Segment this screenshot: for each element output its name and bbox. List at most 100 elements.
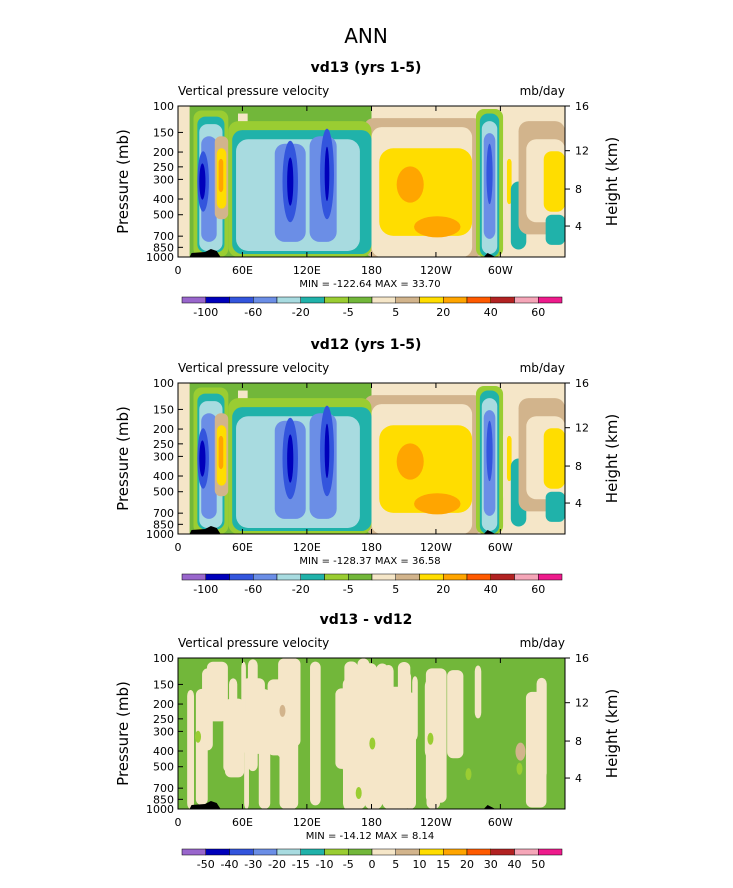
topography-andes bbox=[483, 805, 496, 809]
colorbar-swatch bbox=[419, 573, 444, 581]
colorbar-swatch bbox=[276, 573, 301, 581]
y-tick-label: 200 bbox=[153, 146, 174, 159]
contour-region bbox=[426, 699, 441, 809]
x-tick-label: 0 bbox=[175, 264, 182, 277]
contour-region bbox=[369, 737, 376, 750]
y-tick-label: 400 bbox=[153, 745, 174, 758]
panel-units: mb/day bbox=[520, 636, 565, 650]
colorbar-swatch bbox=[253, 296, 278, 304]
y-tick-label: 850 bbox=[153, 518, 174, 531]
colorbar-label: -60 bbox=[244, 583, 262, 596]
colorbar-label: -20 bbox=[292, 306, 310, 319]
x-tick-label: 0 bbox=[175, 541, 182, 554]
contour-region bbox=[396, 443, 424, 480]
colorbar-label: -40 bbox=[221, 858, 239, 871]
contour-region bbox=[199, 163, 206, 200]
contour-region bbox=[218, 435, 224, 470]
colorbar-label: 15 bbox=[436, 858, 450, 871]
contour-region bbox=[447, 670, 464, 759]
y-tick-label: 500 bbox=[153, 486, 174, 499]
panel-3: vd13 - vd12 Vertical pressure velocity mb/… bbox=[114, 612, 621, 871]
contour-region bbox=[178, 106, 190, 257]
contour-region bbox=[278, 658, 301, 747]
colorbar-label: 60 bbox=[531, 306, 545, 319]
y-tick-label: 150 bbox=[153, 403, 174, 416]
colorbar-swatch bbox=[419, 296, 444, 304]
x-tick-label: 120W bbox=[420, 541, 452, 554]
panel-title: vd12 (yrs 1-5) bbox=[311, 337, 422, 353]
x-tick-label: 60W bbox=[488, 264, 513, 277]
contour-region bbox=[525, 691, 547, 808]
colorbar-label: 40 bbox=[508, 858, 522, 871]
y-tick-label: 200 bbox=[153, 698, 174, 711]
colorbar-swatch bbox=[371, 848, 396, 856]
contour-region bbox=[515, 742, 526, 761]
contour-region bbox=[218, 158, 224, 193]
y-tick-label: 200 bbox=[153, 423, 174, 436]
x-tick-label: 120E bbox=[293, 264, 321, 277]
colorbar-swatch bbox=[205, 848, 230, 856]
y-tick-label: 150 bbox=[153, 678, 174, 691]
contour-region bbox=[324, 146, 330, 202]
colorbar-label: -20 bbox=[292, 583, 310, 596]
min-max-stats: MIN = -122.64 MAX = 33.70 bbox=[299, 279, 440, 290]
contour-region bbox=[343, 702, 349, 809]
y-right-tick-label: 8 bbox=[575, 735, 582, 748]
contour-region bbox=[545, 491, 565, 522]
colorbar-swatch bbox=[205, 296, 230, 304]
y-right-tick-label: 12 bbox=[575, 697, 589, 710]
contour-region bbox=[545, 214, 565, 245]
colorbar-swatch bbox=[300, 573, 325, 581]
colorbar-swatch bbox=[490, 848, 515, 856]
field-contours bbox=[178, 106, 565, 257]
x-tick-label: 180 bbox=[361, 264, 382, 277]
panel-subtitle: Vertical pressure velocity bbox=[178, 361, 329, 375]
y-axis-label: Pressure (mb) bbox=[114, 129, 132, 234]
colorbar-label: -5 bbox=[343, 306, 354, 319]
y-right-tick-label: 12 bbox=[575, 145, 589, 158]
contour-region bbox=[279, 704, 286, 717]
y-tick-label: 300 bbox=[153, 450, 174, 463]
contour-region bbox=[199, 440, 206, 477]
y-right-axis-label: Height (km) bbox=[603, 414, 621, 503]
colorbar-swatch bbox=[514, 848, 539, 856]
contour-region bbox=[412, 676, 418, 740]
y-tick-label: 250 bbox=[153, 713, 174, 726]
colorbar-label: -20 bbox=[268, 858, 286, 871]
y-tick-label: 150 bbox=[153, 126, 174, 139]
y-right-axis-label: Height (km) bbox=[603, 137, 621, 226]
contour-region bbox=[382, 686, 406, 809]
colorbar-swatch bbox=[490, 296, 515, 304]
topography-andes bbox=[483, 253, 496, 257]
contour-region bbox=[241, 661, 246, 717]
y-right-tick-label: 16 bbox=[575, 377, 589, 390]
colorbar-label: -50 bbox=[197, 858, 215, 871]
topography bbox=[189, 801, 496, 809]
contour-region bbox=[178, 383, 190, 534]
y-tick-label: 100 bbox=[153, 100, 174, 113]
y-axis-label: Pressure (mb) bbox=[114, 681, 132, 786]
y-right-tick-label: 16 bbox=[575, 100, 589, 113]
panel-subtitle: Vertical pressure velocity bbox=[178, 84, 329, 98]
y-right-axis-label: Height (km) bbox=[603, 689, 621, 778]
colorbar-label: -100 bbox=[193, 583, 218, 596]
x-tick-label: 120W bbox=[420, 264, 452, 277]
contour-region bbox=[427, 732, 434, 745]
contour-region bbox=[414, 216, 461, 238]
y-tick-label: 100 bbox=[153, 377, 174, 390]
colorbar-swatch bbox=[229, 848, 254, 856]
contour-region bbox=[474, 665, 482, 719]
colorbar-label: 20 bbox=[436, 583, 450, 596]
colorbar-label: -5 bbox=[343, 583, 354, 596]
colorbar-label: 30 bbox=[484, 858, 498, 871]
y-tick-label: 300 bbox=[153, 725, 174, 738]
colorbar-swatch bbox=[466, 573, 491, 581]
colorbar-swatch bbox=[443, 296, 468, 304]
contour-region bbox=[414, 493, 461, 515]
colorbar-label: 10 bbox=[413, 858, 427, 871]
x-tick-label: 60E bbox=[232, 541, 253, 554]
x-tick-label: 60W bbox=[488, 816, 513, 829]
topography-asia bbox=[189, 526, 221, 534]
panel-subtitle: Vertical pressure velocity bbox=[178, 636, 329, 650]
